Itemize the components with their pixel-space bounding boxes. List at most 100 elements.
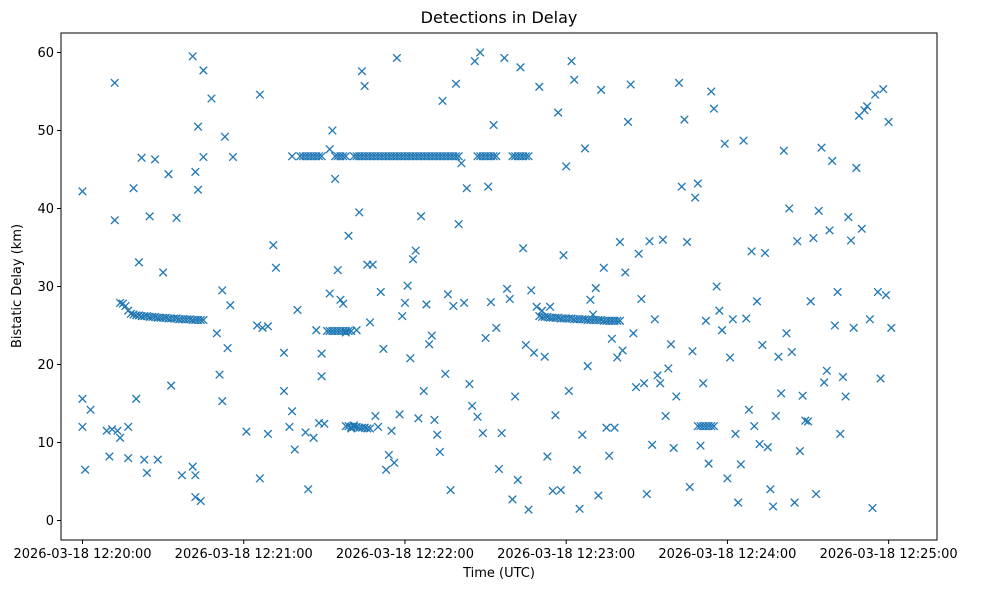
data-point [518, 244, 528, 253]
data-point [215, 370, 224, 379]
data-point [672, 392, 681, 401]
data-point [403, 281, 412, 290]
data-point [320, 419, 329, 429]
data-point [862, 102, 872, 111]
data-point [564, 386, 574, 396]
data-point [376, 287, 386, 297]
data-point [701, 316, 711, 326]
data-point [462, 183, 472, 193]
data-point [707, 87, 716, 96]
data-point [621, 268, 630, 277]
data-point [736, 460, 746, 469]
data-point [680, 115, 689, 124]
track-point [365, 424, 375, 433]
data-point [107, 424, 117, 434]
data-point [360, 81, 369, 91]
track-point [196, 315, 205, 325]
data-point [650, 315, 660, 324]
data-point [731, 429, 740, 439]
data-point [269, 240, 278, 250]
data-point [140, 455, 149, 464]
data-point [669, 443, 678, 453]
data-point [510, 392, 520, 401]
track-point [338, 151, 348, 161]
data-point [704, 459, 713, 468]
data-point [779, 146, 789, 156]
data-point [164, 169, 173, 179]
data-point [825, 226, 834, 235]
data-point [583, 361, 592, 371]
x-tick-label: 2026-03-18 12:24:00 [658, 547, 796, 562]
data-point [137, 153, 146, 163]
data-point [532, 302, 541, 312]
data-point [741, 314, 751, 323]
data-point [876, 374, 885, 383]
data-point [338, 299, 348, 308]
data-point [317, 349, 326, 358]
data-point [78, 394, 87, 404]
data-point [578, 430, 587, 439]
data-point [217, 396, 227, 406]
data-point [123, 453, 133, 463]
data-point [465, 379, 474, 389]
data-point [586, 295, 595, 305]
data-point [78, 422, 87, 432]
data-point [763, 442, 772, 452]
data-point [102, 426, 111, 436]
data-point [497, 428, 506, 438]
data-point [459, 298, 469, 308]
data-point [814, 206, 824, 216]
data-point [481, 333, 490, 343]
data-point [887, 323, 896, 333]
data-point [599, 263, 609, 273]
data-point [110, 78, 120, 88]
data-point [733, 498, 743, 507]
data-point [470, 56, 480, 66]
data-point [612, 353, 622, 362]
data-point [475, 48, 485, 57]
data-point [545, 302, 555, 312]
data-point [207, 94, 216, 103]
data-point [430, 415, 439, 425]
data-point [744, 405, 754, 414]
track-point [344, 326, 353, 336]
data-point [381, 465, 391, 475]
data-point [408, 254, 418, 264]
data-point [217, 286, 227, 295]
data-point [739, 136, 748, 145]
data-point [398, 311, 407, 321]
data-point [830, 321, 840, 330]
data-point [513, 475, 523, 485]
data-point [516, 63, 525, 72]
data-point [309, 433, 318, 443]
data-point [177, 471, 187, 480]
data-point [709, 104, 719, 113]
y-tick-label: 10 [37, 436, 54, 451]
track-point [317, 151, 326, 161]
data-point [414, 414, 423, 423]
data-point [279, 386, 289, 396]
data-point [637, 294, 646, 304]
data-point [674, 78, 684, 88]
data-point [841, 392, 850, 401]
data-point [677, 182, 686, 191]
data-point [303, 485, 313, 494]
data-point [658, 235, 668, 244]
x-tick-label: 2026-03-18 12:25:00 [820, 547, 958, 562]
data-point [561, 162, 571, 171]
data-point [134, 258, 144, 267]
data-point [422, 300, 431, 309]
data-point [279, 348, 289, 358]
data-point [489, 120, 498, 130]
data-point [105, 452, 114, 461]
data-point [822, 366, 832, 375]
data-point [411, 246, 420, 255]
data-point [333, 265, 343, 275]
data-point [543, 452, 552, 461]
data-point [870, 90, 880, 99]
data-point [690, 193, 700, 202]
data-point [723, 474, 732, 483]
data-point [819, 378, 829, 387]
data-point [750, 421, 759, 431]
data-point [451, 79, 461, 88]
